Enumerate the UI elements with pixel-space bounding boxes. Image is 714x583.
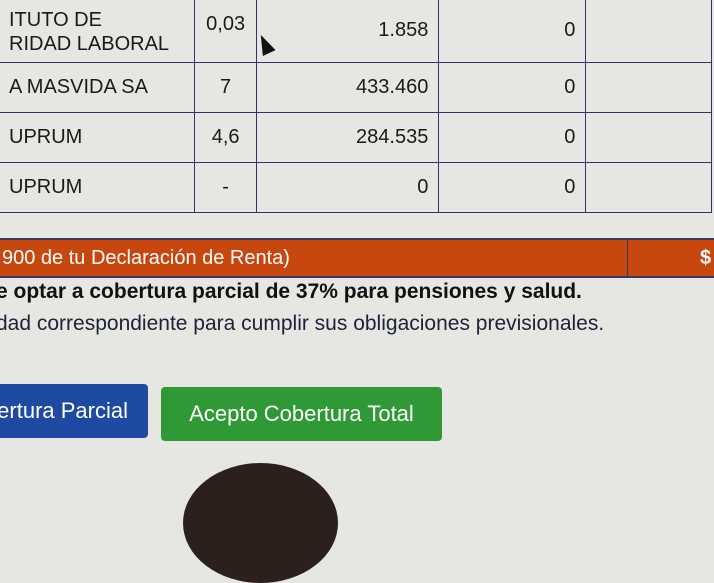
partial-button-label: ertura Parcial: [0, 398, 128, 423]
institution-cell: ITUTO DE RIDAD LABORAL: [0, 0, 195, 63]
total-value: $: [700, 247, 712, 269]
institution-cell: UPRUM: [0, 112, 195, 163]
other-cell: 0: [438, 62, 587, 113]
table-row: UPRUM 4,6 284.535 0: [0, 112, 712, 163]
other-cell: 0: [438, 162, 587, 213]
accept-partial-coverage-button[interactable]: ertura Parcial: [0, 384, 148, 438]
amount-cell: 284.535: [256, 112, 440, 163]
amount-cell: 433.460: [256, 62, 440, 113]
institution-name-line1: ITUTO DE: [9, 9, 102, 31]
empty-cell: [585, 62, 712, 113]
accept-total-coverage-button[interactable]: Acepto Cobertura Total: [161, 387, 442, 441]
table-row: A MASVIDA SA 7 433.460 0: [0, 62, 712, 113]
other-cell: 0: [438, 0, 587, 63]
amount-cell: 0: [256, 162, 440, 213]
rate-cell: 7: [193, 62, 258, 113]
total-bar: 900 de tu Declaración de Renta) $: [0, 238, 714, 278]
finger-occlusion: [183, 463, 338, 583]
institution-cell: UPRUM: [0, 162, 195, 213]
amount-cell: 1.858: [256, 0, 440, 63]
table-row: ITUTO DE RIDAD LABORAL 0,03 1.858 0: [0, 0, 712, 63]
empty-cell: [585, 162, 712, 213]
institution-name-line2: RIDAD LABORAL: [9, 33, 170, 55]
other-cell: 0: [438, 112, 587, 163]
contributions-table: ITUTO DE RIDAD LABORAL 0,03 1.858 0 A MAS…: [0, 0, 712, 213]
coverage-notice: dad correspondiente para cumplir sus obl…: [0, 312, 605, 335]
bar-divider: [627, 240, 628, 276]
table-row: UPRUM - 0 0: [0, 162, 712, 213]
coverage-notice-bold: e optar a cobertura parcial de 37% para …: [0, 280, 582, 303]
total-label: 900 de tu Declaración de Renta): [2, 247, 290, 269]
empty-cell: [585, 0, 712, 63]
institution-cell: A MASVIDA SA: [0, 62, 195, 113]
rate-cell: -: [193, 162, 258, 213]
rate-cell: 4,6: [193, 112, 258, 163]
empty-cell: [585, 112, 712, 163]
rate-cell: 0,03: [193, 0, 258, 63]
